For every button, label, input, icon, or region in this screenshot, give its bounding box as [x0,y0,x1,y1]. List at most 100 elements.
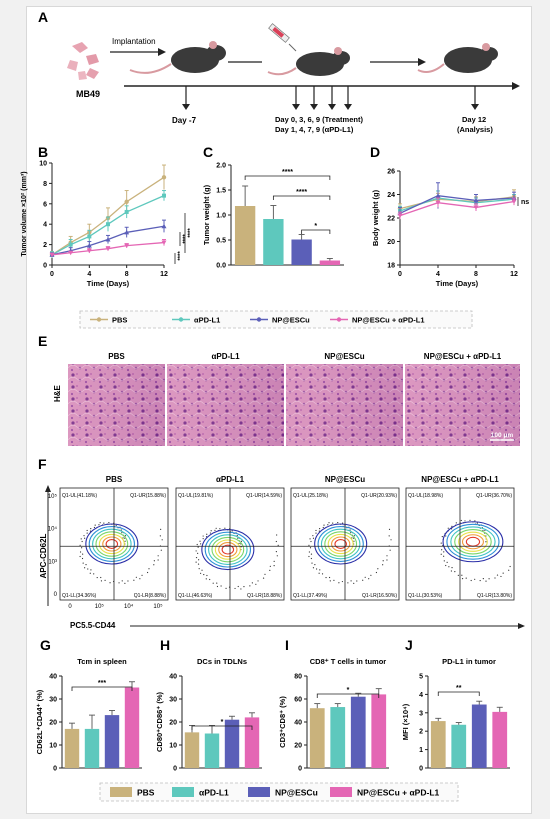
flow-event [382,560,384,562]
flow-event [368,578,370,580]
panel-letter: I [285,637,289,653]
legend-swatch-3 [330,787,352,797]
data-point [49,252,55,258]
flow-y-axis-label: APC-CD62L [39,533,48,578]
x-tick-label: 8 [474,271,478,278]
data-point [106,222,110,227]
flow-event [482,578,484,580]
series-line-2 [399,195,515,214]
flow-event [488,578,490,580]
flow-event [202,535,204,537]
panel-letter: B [38,144,48,160]
flow-event [160,549,162,551]
flow-y-tick: 10³ [48,559,57,565]
flow-event [377,568,379,570]
flow-event [108,522,110,524]
y-tick-label: 0 [298,766,302,773]
x-tick-label: 0 [50,271,54,278]
bar-3 [371,694,387,768]
flow-event [474,520,476,522]
flow-event [81,547,83,549]
flow-event [273,560,275,562]
legend-swatch-2 [248,787,270,797]
flow-event [86,529,88,532]
series-line-2 [51,225,165,256]
data-point [161,223,167,229]
data-point [86,243,92,248]
panel-letter: J [405,637,413,653]
flow-event [220,585,222,587]
chart-tumor-volume: 0 2 4 6 8 10 0 4 8 12 Time (Days) Tumor volume ×10²… [21,144,194,288]
y-tick-label: 0 [173,766,177,773]
flow-contour [458,531,488,552]
y-tick-label: 0 [419,766,423,773]
legend-label-0: PBS [112,316,127,325]
he-title-3: NP@ESCu + αPD-L1 [424,352,502,361]
legend-marker-1 [178,317,184,322]
flow-contour [98,533,125,555]
flow-event [243,585,245,588]
flow-event [485,580,487,582]
chart-cd8-tumor: 0 20 40 60 80 CD3⁺CD8⁺ (%) I CD8⁺ T cells in tu… [278,637,389,773]
cell-cluster-icon [67,42,99,80]
bar-1 [330,707,346,768]
legend-bottom: PBS αPD-L1 NP@ESCu NP@ESCu + αPD-L1 [99,782,459,802]
flow-event [255,583,257,585]
flow-event [445,564,447,567]
flow-event [269,565,271,567]
data-point [68,250,74,256]
quadrant-label-ll: Q1-LL(46.63%) [178,593,213,599]
sig-label: ns [521,199,529,206]
flow-event [329,580,331,582]
flow-event [195,550,197,552]
y-tick-label: 4 [419,692,423,699]
mouse-icon-2 [267,47,350,76]
y-tick-label: 20 [169,720,177,727]
flow-event [451,567,453,569]
flow-event [82,562,84,564]
x-tick-label: 4 [87,271,91,278]
panel-letter: D [370,144,380,160]
panel-e: E H&E PBS αPD-L1 NP@ESCu NP@ESCu + αPD-L1 10… [38,333,520,446]
he-image-tint-0 [68,364,165,446]
flow-event [353,582,355,584]
flow-event [308,551,310,553]
flow-event [353,535,355,537]
y-tick-label: 20 [49,720,57,727]
y-tick-label: 3 [419,710,423,717]
flow-event [231,530,233,532]
data-point [435,200,441,206]
flow-event [84,537,86,539]
flow-event [319,528,321,530]
legend-label-3: NP@ESCu + αPD-L1 [357,788,440,798]
flow-event [93,526,96,529]
flow-contour [214,539,241,560]
flow-event [494,577,496,579]
flow-event [121,580,123,582]
legend-label-1: αPD-L1 [199,788,229,798]
flow-event [205,536,208,538]
chart-dcs-tdlns: 0 10 20 30 40 CD80⁺CD86⁺ (%) H DCs in TDLNs * [155,637,262,773]
flow-event [308,544,310,546]
y-tick-label: 60 [294,697,302,704]
flow-event [237,585,239,588]
flow-event [84,567,86,569]
flow-event [318,530,320,532]
flow-contour [92,528,132,560]
flow-contour [450,526,496,558]
flow-event [264,573,266,575]
sig-label: **** [183,234,189,244]
flow-event [325,576,327,579]
y-tick-label: 0.0 [216,263,226,270]
y-tick-label: 4 [43,222,47,229]
flow-event [447,527,449,529]
y-tick-label: 18 [387,263,395,270]
data-point [105,237,111,242]
y-tick-label: 10 [39,161,47,168]
flow-event [90,528,92,530]
implantation-label: Implantation [112,37,156,46]
y-tick-label: 10 [49,743,57,750]
flow-event [198,568,200,570]
